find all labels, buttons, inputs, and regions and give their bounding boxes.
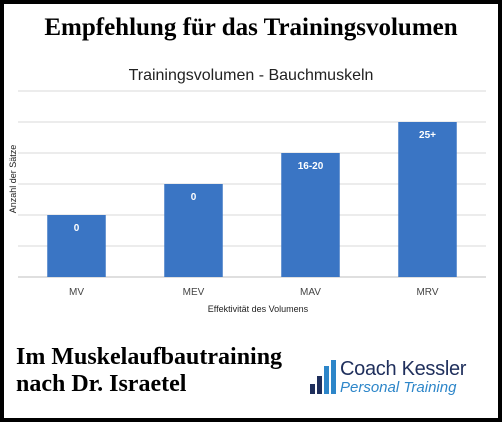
data-label-mev: 0 bbox=[191, 192, 197, 203]
bar-mav bbox=[281, 153, 340, 277]
data-label-mv: 0 bbox=[74, 223, 80, 234]
chart-data-labels: 0 0 16-20 25+ bbox=[74, 130, 436, 234]
data-label-mrv: 25+ bbox=[419, 130, 436, 141]
chart-svg: Trainingsvolumen - Bauchmuskeln 0 0 16-20 2… bbox=[8, 67, 486, 314]
x-axis-label: Effektivität des Volumens bbox=[208, 304, 309, 314]
coach-kessler-logo: Coach Kessler Personal Training bbox=[310, 358, 496, 400]
footer-text: Im Muskelaufbautraining nach Dr. Israete… bbox=[16, 344, 282, 398]
chart-bars bbox=[47, 122, 457, 277]
x-tick-mav: MAV bbox=[300, 287, 321, 298]
logo-name: Coach Kessler bbox=[340, 358, 467, 380]
bar-mev bbox=[164, 184, 223, 277]
logo-subtitle: Personal Training bbox=[340, 379, 457, 396]
x-tick-mv: MV bbox=[69, 287, 84, 298]
footer-line-2: nach Dr. Israetel bbox=[16, 371, 187, 397]
x-tick-mev: MEV bbox=[183, 287, 205, 298]
page-heading: Empfehlung für das Trainingsvolumen bbox=[44, 14, 458, 41]
chart-title: Trainingsvolumen - Bauchmuskeln bbox=[129, 67, 374, 84]
footer-line-1: Im Muskelaufbautraining bbox=[16, 344, 283, 370]
bar-chart: Trainingsvolumen - Bauchmuskeln 0 0 16-20 2… bbox=[6, 57, 496, 334]
bar-mrv bbox=[398, 122, 457, 277]
bar-mv bbox=[47, 215, 106, 277]
data-label-mav: 16-20 bbox=[298, 161, 324, 172]
y-axis-label: Anzahl der Sätze bbox=[8, 145, 18, 214]
chart-x-ticks: MV MEV MAV MRV bbox=[69, 287, 439, 298]
bar-graph-logo-icon bbox=[310, 360, 336, 394]
x-tick-mrv: MRV bbox=[416, 287, 438, 298]
